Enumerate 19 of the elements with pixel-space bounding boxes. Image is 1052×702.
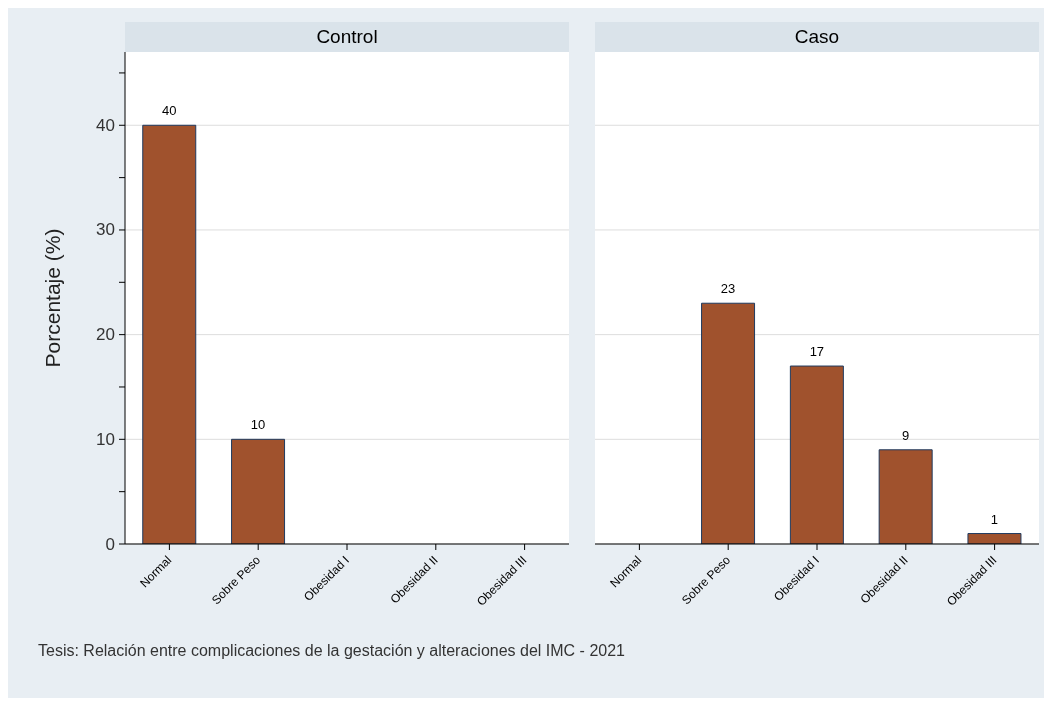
y-axis-title: Porcentaje (%) xyxy=(41,228,65,368)
y-tick-label: 30 xyxy=(96,220,115,240)
text: Tesis: Relación entre complicaciones de la gestación y alteraciones del IMC - 2021 xyxy=(38,642,626,660)
y-tick-label: 0 xyxy=(105,534,115,554)
data-label: 40 xyxy=(162,103,177,119)
data-label: 17 xyxy=(809,344,825,360)
bar xyxy=(701,302,756,544)
bar xyxy=(878,449,933,544)
bar xyxy=(967,533,1022,544)
y-tick-label: 40 xyxy=(96,115,115,135)
y-tick-label: 10 xyxy=(96,429,115,449)
chart-title: Control xyxy=(125,22,569,52)
chart-title: Caso xyxy=(595,22,1039,52)
data-label: 10 xyxy=(250,417,266,433)
data-label: 9 xyxy=(902,427,910,443)
data-label: 1 xyxy=(990,511,999,527)
bar xyxy=(789,365,844,544)
y-tick-label: 20 xyxy=(96,325,115,345)
data-label: 23 xyxy=(720,281,736,297)
